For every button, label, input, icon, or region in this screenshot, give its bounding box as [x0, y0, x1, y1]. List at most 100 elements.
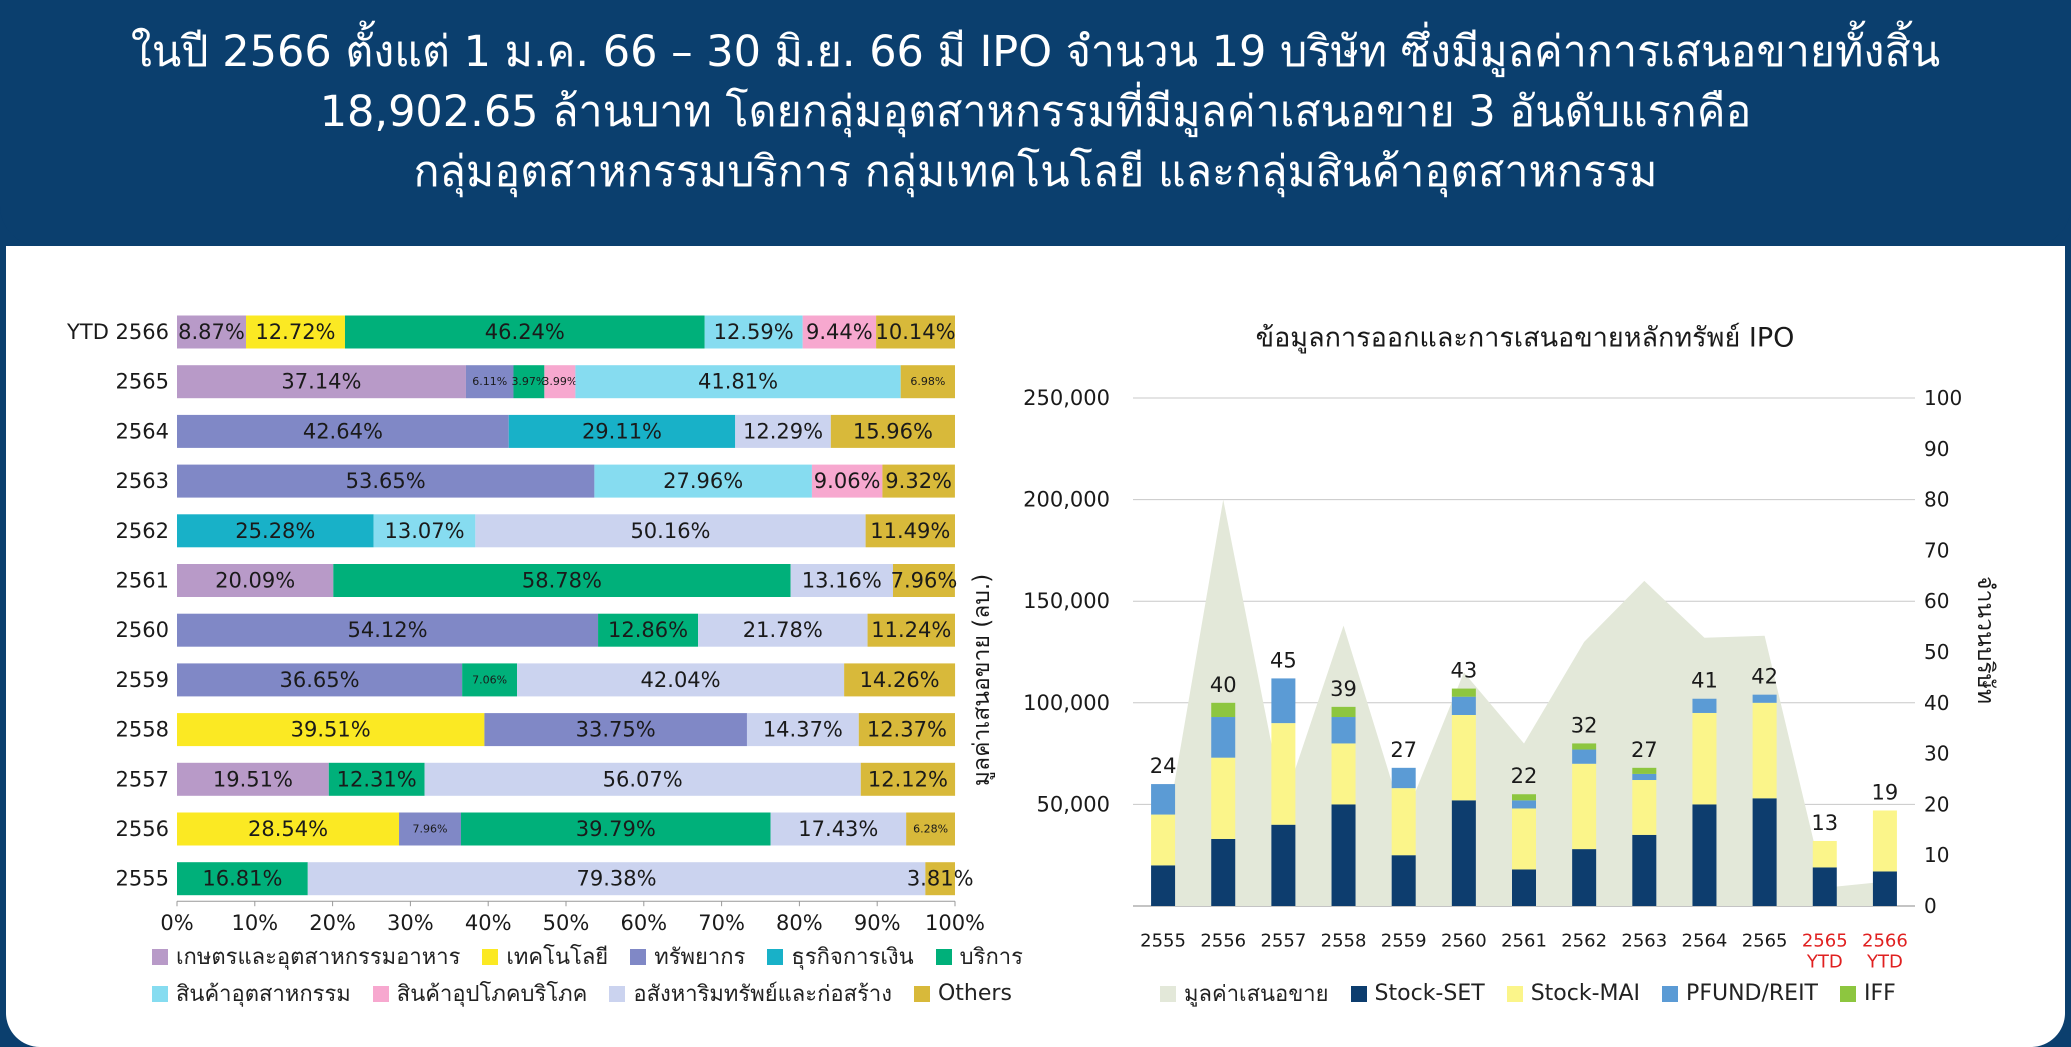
bar-label-9-2: 56.07% [603, 767, 683, 791]
bar-label-11-0: 16.81% [202, 867, 282, 891]
stack-bar-9-2 [1692, 698, 1717, 713]
bar-label-6-0: 54.12% [347, 618, 427, 642]
stack-bar-10-0 [1752, 798, 1777, 906]
bar-segment-8-3 [858, 713, 955, 747]
bar-label-1-1: 6.11% [472, 375, 507, 388]
stack-bar-5-0 [1451, 800, 1476, 906]
row-label-3: 2563 [116, 469, 169, 493]
legend-item-value: มูลค่าเสนอขาย [1160, 976, 1329, 1011]
stack-bar-2-2 [1271, 678, 1296, 724]
bar-segment-1-0 [177, 365, 466, 399]
stack-bar-1-0 [1211, 838, 1236, 906]
legend-item-series-2: PFUND/REIT [1662, 981, 1818, 1006]
bar-segment-0-4 [802, 315, 877, 349]
left-axis-title: มูลค่าเสนอขาย (ลบ.) [969, 574, 995, 786]
count-label-3: 39 [1330, 677, 1357, 701]
bar-label-1-4: 41.81% [698, 370, 778, 394]
y-right-tick-6: 40 [1924, 691, 1949, 715]
legend-item-value-swatch [1160, 985, 1176, 1002]
y-right-tick-0: 100 [1924, 386, 1962, 410]
bar-segment-5-1 [333, 564, 791, 597]
y-right-tick-10: 0 [1924, 894, 1937, 918]
stack-bar-10-2 [1752, 694, 1777, 703]
industry-legend: เกษตรและอุตสาหกรรมอาหาร เทคโนโลยี ทรัพยากร… [152, 938, 1045, 1012]
legend-item-industry-7: อสังหาริมทรัพย์และก่อสร้าง [609, 976, 892, 1011]
bar-segment-9-0 [177, 762, 329, 796]
count-label-1: 40 [1210, 673, 1237, 697]
legend-item-industry-5-label: สินค้าอุตสาหกรรม [176, 982, 351, 1007]
bar-segment-0-3 [704, 315, 803, 349]
y-right-tick-5: 50 [1924, 640, 1949, 664]
legend-item-industry-6-swatch [372, 985, 389, 1002]
stack-bar-5-3 [1451, 688, 1476, 697]
stack-bar-4-2 [1391, 767, 1416, 789]
bar-label-0-5: 10.14% [876, 320, 956, 344]
stack-bar-6-3 [1512, 794, 1536, 801]
legend-item-industry-1: เทคโนโลยี [482, 939, 608, 974]
count-label-6: 22 [1511, 764, 1538, 788]
count-label-8: 27 [1631, 738, 1658, 762]
bar-segment-0-5 [876, 315, 955, 349]
stack-bar-2-1 [1271, 723, 1296, 825]
legend-item-series-1-label: Stock-MAI [1530, 981, 1641, 1006]
bar-label-3-0: 53.65% [346, 469, 426, 493]
legend-item-industry-2-label: ทรัพยากร [654, 945, 746, 970]
bar-label-7-0: 36.65% [280, 668, 360, 692]
bar-segment-3-1 [594, 464, 812, 498]
bar-label-7-2: 42.04% [641, 668, 721, 692]
x-tick-label-6: 60% [620, 911, 667, 935]
bar-label-6-2: 21.78% [743, 618, 823, 642]
stack-bar-1-1 [1211, 757, 1236, 839]
bar-segment-0-2 [344, 315, 705, 349]
ipo-legend: มูลค่าเสนอขาย Stock-SET Stock-MAI PFUND/REI… [1160, 975, 1918, 1012]
bar-label-6-1: 12.86% [608, 618, 688, 642]
bar-label-0-1: 12.72% [255, 320, 335, 344]
stack-bar-10-1 [1752, 702, 1777, 799]
x-cat-sub-label-11: YTD [1806, 952, 1843, 973]
x-cat-label-7: 2562 [1561, 931, 1607, 952]
stack-bar-6-1 [1512, 808, 1536, 870]
bar-segment-5-3 [892, 564, 955, 597]
stack-bar-7-0 [1572, 849, 1597, 906]
stack-bar-8-1 [1632, 780, 1657, 835]
bar-label-4-3: 11.49% [870, 519, 950, 543]
legend-item-industry-7-swatch [609, 985, 626, 1002]
bar-segment-6-0 [177, 613, 599, 647]
bar-segment-7-0 [177, 663, 463, 697]
stack-bar-4-0 [1391, 855, 1416, 906]
y-left-tick-0: 250,000 [1023, 386, 1110, 410]
bar-label-3-3: 9.32% [885, 469, 952, 493]
bar-segment-4-1 [373, 514, 476, 548]
bar-segment-10-2 [460, 812, 771, 846]
bar-segment-8-2 [746, 713, 859, 747]
stack-bar-3-0 [1331, 804, 1356, 906]
bar-segment-10-4 [906, 812, 955, 846]
bar-segment-0-0 [177, 315, 247, 349]
row-label-11: 2555 [116, 867, 169, 891]
bar-label-3-1: 27.96% [663, 469, 743, 493]
legend-item-industry-2-swatch [630, 948, 647, 965]
bar-label-8-2: 14.37% [763, 718, 843, 742]
legend-item-series-1-swatch [1506, 985, 1523, 1002]
x-tick-label-4: 40% [465, 911, 512, 935]
legend-item-industry-2: ทรัพยากร [630, 939, 745, 974]
row-label-0: YTD 2566 [66, 320, 169, 344]
x-cat-label-5: 2560 [1441, 931, 1487, 952]
y-left-tick-4: 50,000 [1037, 792, 1110, 816]
stack-bar-6-0 [1512, 869, 1536, 906]
bar-label-10-2: 39.79% [576, 817, 656, 841]
legend-item-industry-8-swatch [913, 985, 930, 1002]
count-label-4: 27 [1390, 738, 1417, 762]
legend-item-series-3: IFF [1840, 981, 1896, 1006]
x-cat-sub-label-12: YTD [1866, 952, 1903, 973]
legend-item-industry-4-label: บริการ [959, 945, 1023, 970]
legend-item-series-2-swatch [1662, 985, 1679, 1002]
bar-label-8-1: 33.75% [576, 718, 656, 742]
chart-title: ข้อมูลการออกและการเสนอขายหลักทรัพย์ IPO [1256, 322, 1795, 354]
bar-segment-5-2 [790, 564, 893, 597]
legend-item-industry-3-label: ธุรกิจการเงิน [791, 945, 914, 970]
bar-label-8-0: 39.51% [291, 718, 371, 742]
bar-label-0-3: 12.59% [714, 320, 794, 344]
bar-segment-6-3 [867, 613, 955, 647]
